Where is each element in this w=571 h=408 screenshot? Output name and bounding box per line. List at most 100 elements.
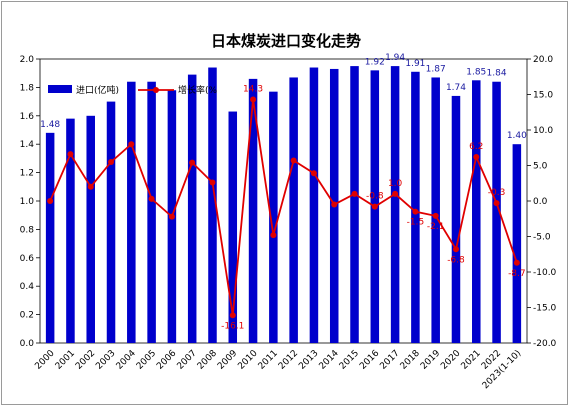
bar (86, 115, 95, 343)
y-left-tick-label: 0.4 (20, 282, 35, 292)
line-data-label: -8.7 (508, 269, 526, 279)
y-left-tick-label: 0.6 (20, 254, 35, 264)
y-right-tick-label: -15.0 (533, 304, 557, 314)
line-point (47, 198, 54, 204)
x-tick-label: 2014 (318, 348, 341, 371)
line-data-label: -0.8 (366, 192, 384, 202)
x-tick-label: 2018 (399, 348, 422, 371)
x-tick-label: 2005 (135, 349, 158, 372)
line-point (432, 212, 439, 219)
x-tick-label: 2013 (297, 349, 320, 372)
line-point (128, 141, 135, 148)
growth-line (49, 99, 518, 316)
x-tick-label: 2017 (378, 349, 401, 372)
x-tick-label: 2020 (439, 348, 462, 371)
bar (269, 91, 278, 343)
line-point (452, 246, 459, 253)
bar-data-label: 1.92 (365, 57, 385, 67)
line-data-label: -6.8 (447, 255, 465, 265)
line-point (331, 201, 338, 208)
y-left-tick-label: 1.6 (20, 112, 35, 122)
y-right-tick-label: -20.0 (533, 339, 557, 349)
bar (187, 74, 197, 344)
line-point (371, 203, 378, 210)
x-tick-label: 2003 (94, 349, 117, 372)
x-tick-label: 2019 (419, 348, 442, 371)
line-point (493, 200, 500, 207)
bar (66, 118, 75, 343)
bar-data-label: 1.85 (466, 67, 486, 77)
bar (127, 81, 136, 343)
y-right-tick-label: -5.0 (533, 233, 551, 243)
y-left-tick-label: 0.0 (20, 339, 35, 349)
bar-data-label: 1.48 (40, 120, 60, 130)
bar (390, 66, 400, 343)
x-tick-label: 2012 (277, 349, 300, 372)
plot-area: 0.0 0.2 0.4 0.6 0.8 1.0 1.2 1.4 1.6 1.8 2.0 -20.0 -1… (20, 53, 557, 391)
y-left-tick-label: 0.2 (20, 311, 34, 321)
bar (248, 78, 258, 343)
line-point (250, 96, 257, 103)
line-point (473, 153, 480, 160)
bar (289, 77, 298, 344)
bar (228, 111, 238, 343)
y-right-tick-label: 0.0 (533, 197, 548, 207)
line-point (67, 151, 74, 158)
y-left-tick-label: 0.8 (20, 225, 35, 235)
legend-line-label: 增长率(% (178, 84, 218, 96)
bar (512, 144, 522, 343)
line-point (412, 208, 419, 215)
x-tick-label: 2000 (33, 348, 56, 371)
line-data-label: -0.3 (488, 188, 506, 198)
line-data-label: -2.1 (427, 222, 445, 232)
line-data-label: -1.5 (407, 218, 425, 228)
line-point (513, 259, 520, 266)
y-right-tick-label: 15.0 (533, 91, 553, 101)
line-data-label: 14.3 (243, 84, 263, 94)
bar (309, 67, 319, 344)
y-left-tick-label: 1.2 (20, 169, 34, 179)
line-point (351, 190, 358, 197)
x-tick-label: 2011 (257, 349, 280, 372)
line-point (209, 179, 216, 186)
line-point (310, 170, 317, 177)
y-right-tick-label: 20.0 (533, 55, 553, 65)
y-left-tick-label: 1.4 (20, 140, 35, 150)
legend-bar-label: 进口(亿吨) (76, 84, 119, 96)
line-point (229, 312, 236, 319)
x-tick-label: 2021 (460, 349, 483, 372)
x-tick-label: 2006 (155, 348, 178, 371)
bar (431, 77, 440, 344)
line-data-label: 1.0 (388, 179, 403, 189)
bar (106, 101, 116, 343)
line-data-label: -16.1 (221, 321, 244, 331)
line-point (148, 195, 155, 202)
legend-bar-swatch (48, 85, 72, 93)
chart-title: 日本煤炭进口变化走势 (211, 32, 361, 50)
x-tick-label: 2016 (358, 348, 381, 371)
x-tick-label: 2009 (216, 348, 239, 371)
x-tick-label: 2008 (196, 348, 219, 371)
line-data-label: 6.2 (469, 142, 483, 152)
bar-data-label: 1.94 (385, 53, 405, 63)
x-tick-label: 2004 (115, 348, 138, 371)
line-point (87, 183, 94, 190)
y-left-tick-label: 1.8 (20, 83, 35, 93)
x-tick-label: 2015 (338, 349, 361, 372)
bar-data-label: 1.91 (405, 59, 425, 69)
line-point (168, 213, 175, 220)
y-right-tick-label: 5.0 (533, 162, 548, 172)
line-point (392, 190, 399, 197)
y-left-tick-label: 1.0 (20, 197, 35, 207)
line-point (270, 232, 277, 239)
y-right-tick-label: -10.0 (533, 268, 557, 278)
bar (350, 66, 359, 343)
bar-data-label: 1.40 (507, 131, 527, 141)
line-point (290, 157, 297, 164)
bar-data-label: 1.74 (446, 83, 466, 93)
line-point (108, 158, 115, 165)
bar-data-label: 1.84 (487, 69, 507, 79)
x-tick-label: 2010 (236, 348, 259, 371)
bar (147, 81, 156, 343)
